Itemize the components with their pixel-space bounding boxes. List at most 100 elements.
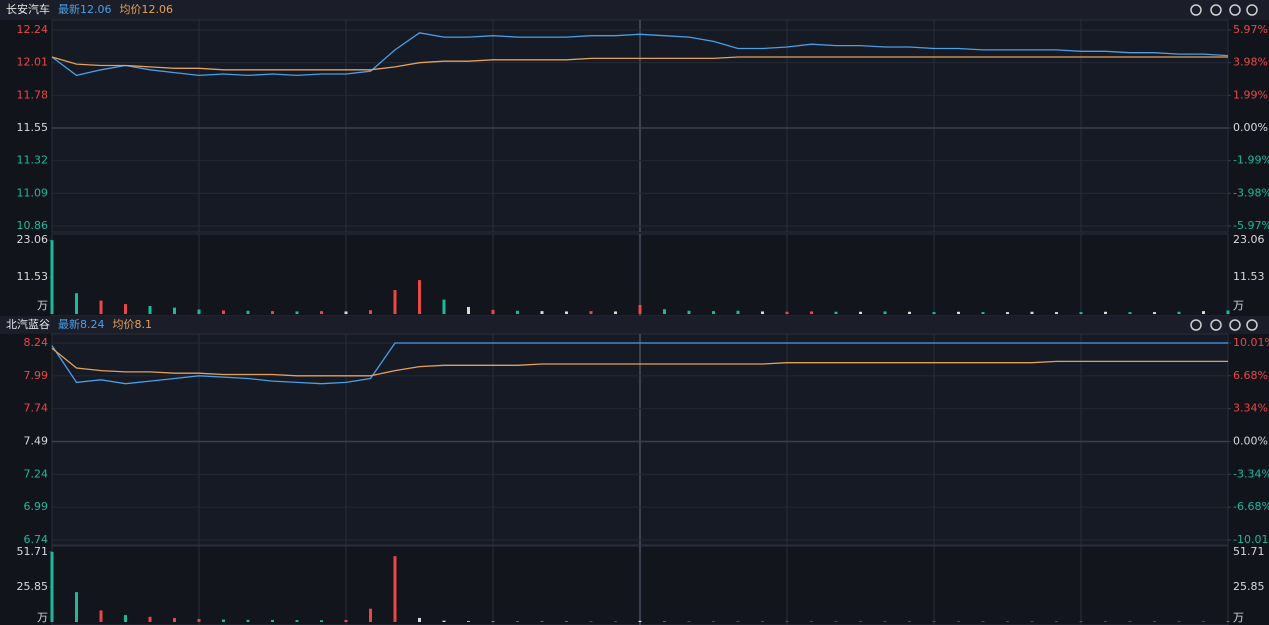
volume-bar — [246, 619, 250, 622]
y-tick-label: 11.78 — [17, 88, 49, 101]
volume-bar — [99, 300, 103, 314]
volume-tick-label: 51.71 — [1233, 545, 1265, 558]
avg-line — [51, 56, 1228, 71]
volume-tick-label: 25.85 — [17, 580, 49, 593]
volume-bar — [834, 311, 838, 314]
volume-bar — [50, 240, 54, 314]
volume-bar — [1055, 312, 1058, 314]
volume-bar — [491, 621, 495, 622]
volume-bar — [761, 311, 764, 314]
volume-bar — [516, 310, 519, 314]
volume-bar — [124, 304, 127, 314]
volume-bar — [393, 556, 397, 622]
volume-tick-label: 25.85 — [1233, 580, 1265, 593]
toolbar-icon — [1190, 319, 1202, 331]
volume-bar — [638, 620, 642, 622]
avg-value: 8.1 — [135, 318, 153, 331]
volume-bar — [589, 311, 593, 314]
y2-tick-label: 6.68% — [1233, 369, 1268, 382]
volume-tick-label: 23.06 — [1233, 233, 1265, 246]
volume-bar — [981, 312, 985, 314]
y2-tick-label: 3.34% — [1233, 402, 1268, 415]
volume-bar — [418, 617, 421, 622]
y2-tick-label: -5.97% — [1233, 219, 1269, 232]
volume-bar — [491, 309, 495, 314]
volume-bar — [148, 616, 152, 622]
volume-unit: 万 — [1233, 299, 1244, 312]
avg-value: 12.06 — [142, 3, 174, 16]
volume-bar — [712, 311, 715, 314]
volume-tick-label: 11.53 — [17, 270, 49, 283]
latest-value: 8.24 — [80, 318, 105, 331]
y2-tick-label: 0.00% — [1233, 121, 1268, 134]
price-line — [51, 342, 1228, 385]
y2-tick-label: 1.99% — [1233, 88, 1268, 101]
volume-bar — [75, 293, 78, 314]
y2-tick-label: 0.00% — [1233, 435, 1268, 448]
volume-bar — [1177, 311, 1181, 314]
header-bar — [0, 316, 1269, 334]
volume-bar — [271, 311, 274, 314]
volume-unit: 万 — [37, 611, 48, 624]
volume-bar — [295, 620, 299, 622]
volume-bar — [442, 620, 446, 622]
avg-line — [51, 347, 1228, 377]
header: 北汽蓝谷 最新8.24 均价8.1 — [6, 317, 152, 331]
y-tick-label: 11.32 — [17, 154, 49, 167]
volume-bar — [540, 311, 544, 314]
volume-bar — [1079, 312, 1083, 314]
volume-bar — [859, 311, 862, 314]
avg-label: 均价 — [120, 3, 142, 16]
toolbar-icon — [1210, 319, 1222, 331]
y-tick-label: 10.86 — [17, 219, 49, 232]
volume-bar — [957, 311, 960, 314]
volume-bar — [173, 307, 176, 314]
y2-tick-label: -3.34% — [1233, 467, 1269, 480]
volume-bar — [197, 619, 201, 622]
toolbar-icon — [1190, 4, 1202, 16]
volume-bar — [320, 620, 323, 622]
volume-bar — [344, 619, 348, 622]
volume-bar — [99, 610, 103, 622]
y-tick-label: 12.01 — [17, 56, 49, 69]
y2-tick-label: 10.01% — [1233, 336, 1269, 349]
y2-tick-label: -1.99% — [1233, 154, 1269, 167]
toolbar-icon — [1229, 4, 1241, 16]
volume-bar — [1104, 311, 1107, 314]
stock-name: 北汽蓝谷 — [6, 317, 50, 331]
volume-bar — [565, 311, 568, 314]
volume-bar — [1202, 311, 1205, 314]
y-tick-label: 6.99 — [24, 500, 49, 513]
y2-tick-label: 3.98% — [1233, 56, 1268, 69]
y-tick-label: 11.09 — [17, 186, 49, 199]
volume-bar — [932, 312, 936, 314]
volume-bar — [418, 280, 421, 314]
volume-bar — [1153, 312, 1156, 314]
volume-bar — [197, 309, 201, 314]
latest-label: 最新 — [58, 317, 80, 331]
volume-bar — [883, 311, 887, 314]
volume-bar — [810, 311, 813, 314]
volume-bar — [1006, 312, 1009, 314]
toolbar-icon — [1229, 319, 1241, 331]
y-tick-label: 12.24 — [17, 23, 49, 36]
volume-bar — [222, 619, 225, 622]
volume-bar — [785, 311, 789, 314]
volume-tick-label: 11.53 — [1233, 270, 1265, 283]
volume-bar — [369, 310, 372, 314]
volume-bar — [614, 311, 617, 314]
volume-bar — [369, 608, 372, 622]
y-tick-label: 7.74 — [24, 402, 49, 415]
volume-bar — [1226, 310, 1230, 314]
y-tick-label: 7.24 — [24, 467, 49, 480]
volume-bar — [1030, 311, 1034, 314]
volume-unit: 万 — [37, 299, 48, 312]
y2-tick-label: 5.97% — [1233, 23, 1268, 36]
toolbar-icon — [1246, 319, 1258, 331]
price-line — [51, 32, 1229, 77]
volume-bar — [222, 310, 225, 314]
toolbar-icon — [1210, 4, 1222, 16]
volume-bar — [393, 290, 397, 314]
toolbar-icon — [1246, 4, 1258, 16]
